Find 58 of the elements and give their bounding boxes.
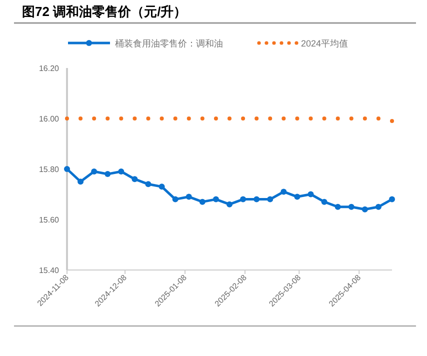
point bbox=[254, 116, 259, 120]
point bbox=[65, 116, 69, 120]
point bbox=[64, 166, 70, 172]
y-tick-label: 15.60 bbox=[38, 216, 60, 224]
point bbox=[267, 196, 274, 202]
point bbox=[145, 181, 152, 188]
point bbox=[158, 184, 165, 190]
point bbox=[240, 196, 246, 202]
point bbox=[172, 196, 178, 202]
legend-label: 2024平均值 bbox=[301, 38, 348, 48]
point bbox=[241, 116, 246, 120]
point bbox=[334, 204, 341, 210]
point bbox=[254, 196, 260, 202]
point bbox=[173, 116, 178, 120]
y-tick-label: 16.20 bbox=[38, 64, 60, 73]
point bbox=[362, 206, 368, 212]
point bbox=[362, 116, 367, 120]
point bbox=[348, 204, 354, 210]
point bbox=[91, 168, 98, 175]
point bbox=[228, 116, 232, 120]
point bbox=[78, 178, 84, 185]
point bbox=[294, 194, 300, 200]
point bbox=[349, 116, 354, 120]
point bbox=[212, 196, 219, 202]
point bbox=[268, 116, 272, 120]
point bbox=[200, 116, 204, 120]
point bbox=[160, 116, 164, 120]
point bbox=[106, 116, 110, 120]
point bbox=[118, 168, 124, 175]
point bbox=[282, 116, 286, 120]
y-tick-label: 16.00 bbox=[38, 114, 60, 124]
point bbox=[119, 116, 124, 120]
point bbox=[132, 116, 137, 120]
point bbox=[146, 116, 150, 120]
legend-label: 桶装食用油零售价：调和油 bbox=[115, 38, 223, 48]
point bbox=[132, 176, 138, 182]
y-tick-label: 15.40 bbox=[38, 266, 60, 275]
point bbox=[186, 194, 192, 200]
point bbox=[308, 116, 313, 120]
chart-title: 图72 调和油零售价（元/升） bbox=[22, 4, 187, 19]
point bbox=[321, 198, 328, 205]
point bbox=[308, 191, 314, 198]
point bbox=[280, 188, 287, 195]
point bbox=[376, 116, 380, 120]
point bbox=[199, 198, 206, 205]
point bbox=[390, 119, 394, 124]
point bbox=[226, 201, 232, 208]
point bbox=[295, 116, 300, 120]
point bbox=[322, 116, 326, 120]
point bbox=[375, 204, 382, 210]
point bbox=[389, 196, 395, 202]
y-tick-label: 15.80 bbox=[38, 165, 60, 174]
point bbox=[92, 116, 96, 120]
point bbox=[186, 116, 191, 120]
point bbox=[104, 171, 111, 178]
point bbox=[78, 116, 83, 120]
point bbox=[214, 116, 218, 120]
point bbox=[336, 116, 340, 120]
